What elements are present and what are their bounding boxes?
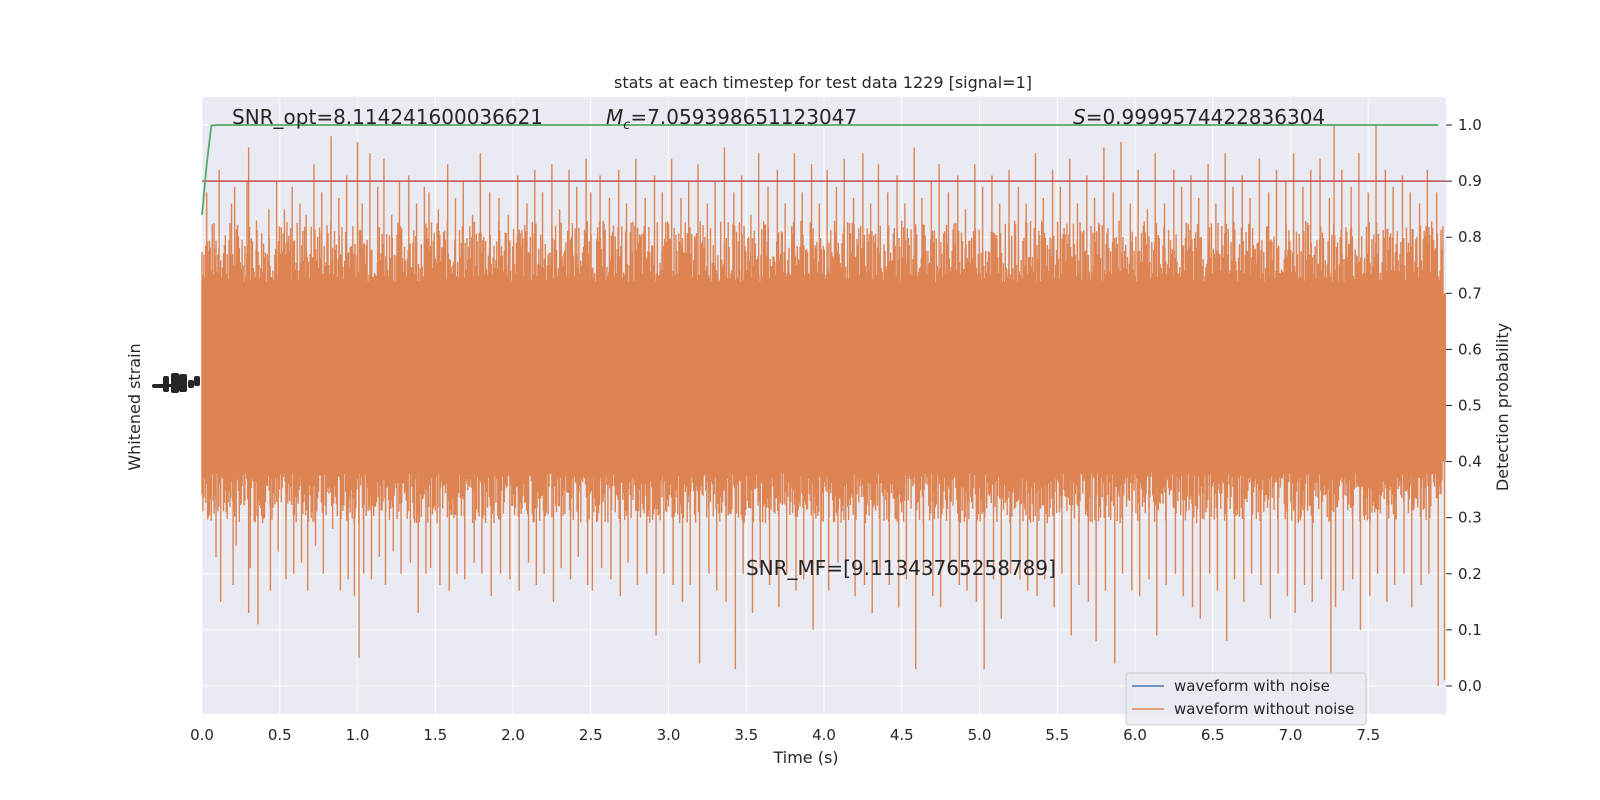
left-y-axis-ticks-overlapping [152,373,200,393]
y-tick-label: 0.1 [1458,621,1482,639]
detection-probability-line [201,124,1439,215]
y-tick-label: 0.4 [1458,453,1482,471]
legend: waveform with noise waveform without noi… [1125,672,1367,726]
detection-probability-series [201,124,1446,215]
y-tick-label: 0.5 [1458,397,1482,415]
left-tick-label-blob [171,373,179,393]
y-tick-label: 0.0 [1458,677,1482,695]
x-tick-label: 6.5 [1201,726,1225,744]
chart-title: stats at each timestep for test data 122… [614,73,1032,92]
y-tick-label: 0.3 [1458,509,1482,527]
x-tick-label: 3.5 [734,726,758,744]
y-tick-label: 0.2 [1458,565,1482,583]
legend-label-waveform-without-noise: waveform without noise [1174,700,1354,718]
left-tick-label-blob [160,384,182,387]
y-tick-label: 0.9 [1458,172,1482,190]
x-tick-label: 1.5 [423,726,447,744]
right-y-axis-ticks: 0.0 0.1 0.2 0.3 0.4 0.5 0.6 0.7 0.8 0.9 1.0 [1446,116,1482,695]
legend-box [1125,672,1367,726]
y-tick-label: 0.6 [1458,340,1482,358]
x-tick-label: 1.0 [346,726,370,744]
chirp-mass-annotation: Mc=7.059398651123047 [606,105,857,133]
x-tick-label: 4.5 [890,726,914,744]
left-tick-label-blob [188,380,194,388]
x-tick-label: 4.0 [812,726,836,744]
snr-mf-annotation: SNR_MF=[9.11343765258789] [746,556,1056,580]
legend-label-waveform-with-noise: waveform with noise [1174,677,1330,695]
x-axis-ticks: 0.0 0.5 1.0 1.5 2.0 2.5 3.0 3.5 4.0 4.5 5.0 5.5 6.0 6… [190,726,1380,744]
x-axis-label: Time (s) [772,748,838,767]
x-tick-label: 0.5 [268,726,292,744]
x-tick-label: 2.5 [579,726,603,744]
snr-opt-annotation: SNR_opt=8.114241600036621 [232,105,543,129]
x-tick-label: 6.0 [1123,726,1147,744]
y-tick-label: 1.0 [1458,116,1482,134]
right-y-axis-label: Detection probability [1493,323,1512,491]
x-tick-label: 5.5 [1045,726,1069,744]
x-tick-label: 7.0 [1279,726,1303,744]
x-tick-label: 2.0 [501,726,525,744]
waveform-dense-oscillation [201,220,1443,524]
x-tick-label: 0.0 [190,726,214,744]
y-tick-label: 0.8 [1458,228,1482,246]
x-tick-label: 7.5 [1356,726,1380,744]
left-tick-label-blob [194,376,200,386]
left-y-axis-label: Whitened strain [125,343,144,470]
y-tick-label: 0.7 [1458,284,1482,302]
s-annotation: S=0.9999574422836304 [1073,105,1325,129]
x-tick-label: 3.0 [657,726,681,744]
x-tick-label: 5.0 [968,726,992,744]
left-tick-label-blob [179,374,187,392]
waveform-without-noise-series [201,125,1446,686]
